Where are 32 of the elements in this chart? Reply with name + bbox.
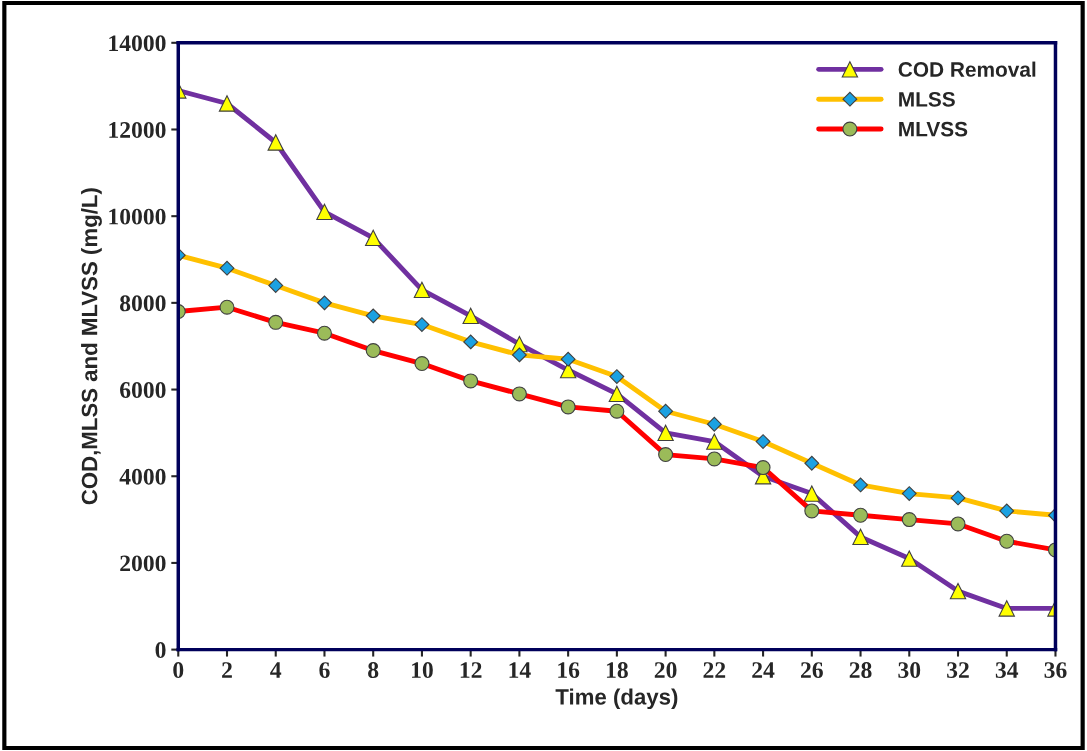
x-tick-label: 14	[509, 662, 531, 678]
legend-label: COD Removal	[898, 61, 1036, 77]
x-tick-label: 22	[703, 662, 726, 678]
x-axis-title: Time (days)	[555, 688, 678, 710]
y-tick-label: 8000	[120, 295, 166, 312]
x-tick-label: 8	[368, 662, 379, 679]
y-tick-label: 12000	[109, 121, 166, 138]
x-tick-label: 32	[947, 662, 969, 679]
x-tick-label: 4	[270, 662, 282, 678]
y-tick-label: 6000	[120, 382, 166, 398]
x-tick-label: 28	[849, 662, 872, 679]
x-tick-label: 6	[319, 662, 330, 679]
x-tick-label: 12	[460, 662, 482, 678]
x-tick-label: 16	[558, 662, 580, 679]
x-tick-label: 30	[898, 662, 921, 679]
y-tick-label: 0	[155, 642, 166, 659]
x-tick-label: 36	[1044, 662, 1067, 679]
x-tick-label: 0	[173, 662, 184, 679]
y-tick-label: 14000	[109, 35, 166, 52]
y-tick-label: 4000	[119, 468, 166, 485]
x-tick-label: 20	[654, 662, 677, 679]
y-tick-label: 2000	[120, 555, 166, 572]
x-tick-label: 34	[995, 662, 1019, 679]
y-tick-label: 10000	[109, 208, 166, 225]
x-tick-label: 24	[752, 662, 775, 678]
x-tick-label: 26	[800, 662, 823, 679]
x-tick-label: 2	[222, 662, 232, 678]
legend-label: MLVSS	[899, 121, 968, 137]
x-tick-label: 10	[412, 662, 433, 679]
y-axis-title: COD,MLSS and MLVSS (mg/L)	[81, 188, 102, 505]
x-tick-label: 18	[606, 662, 628, 679]
legend-label: MLSS	[899, 91, 955, 107]
